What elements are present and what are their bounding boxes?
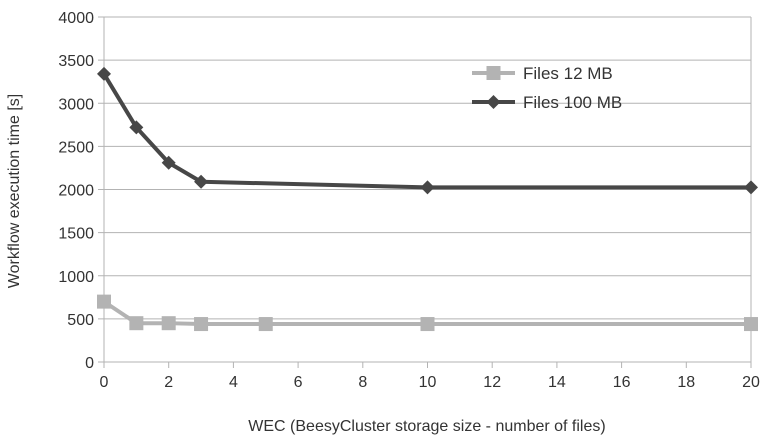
x-tick-label: 18 [677,374,695,391]
y-tick-label: 1000 [58,269,94,286]
y-tick-label: 0 [85,355,94,372]
data-point-2 [420,180,435,195]
y-tick-label: 500 [67,312,94,329]
x-tick-label: 10 [419,374,437,391]
y-axis-label: Workflow execution time [s] [6,94,23,288]
y-tick-label: 3000 [58,96,94,113]
data-point-2 [129,120,144,135]
x-tick-label: 6 [294,374,303,391]
legend-label: Files 12 MB [523,64,613,83]
series-group [97,66,758,332]
x-tick-label: 8 [358,374,367,391]
y-tick-label: 3500 [58,53,94,70]
x-tick-label: 4 [229,374,238,391]
y-tick-label: 2000 [58,183,94,200]
data-point-1 [129,316,144,331]
y-tick-labels: 0 500 1000 1500 2000 2500 3000 3500 4000 [58,10,94,372]
x-tick-labels: 0 2 4 6 8 10 12 14 16 18 20 [100,374,760,391]
data-point-2 [97,66,111,81]
data-point-2 [161,155,176,170]
y-tick-label: 4000 [58,10,94,27]
x-tick-label: 14 [548,374,566,391]
x-axis-label: WEC (BeesyCluster storage size - number … [248,418,605,435]
x-tick-label: 0 [100,374,109,391]
legend: Files 12 MB Files 100 MB [472,64,622,112]
x-tick-label: 16 [613,374,631,391]
data-point-1 [194,317,209,332]
data-point-1 [97,294,111,309]
data-point-1 [744,317,758,332]
axes [98,16,752,368]
x-tick-label: 12 [483,374,501,391]
x-tick-label: 2 [164,374,173,391]
data-point-1 [420,317,435,332]
legend-label: Files 100 MB [523,93,622,112]
data-point-2 [194,174,209,189]
data-point-1 [161,316,176,331]
x-tick-label: 20 [742,374,760,391]
data-point-1 [258,317,273,332]
series-line-2 [102,72,751,190]
legend-swatch-marker [486,95,501,109]
legend-swatch-marker [486,66,501,80]
y-tick-label: 1500 [58,226,94,243]
data-point-2 [744,180,758,195]
y-tick-label: 2500 [58,139,94,156]
